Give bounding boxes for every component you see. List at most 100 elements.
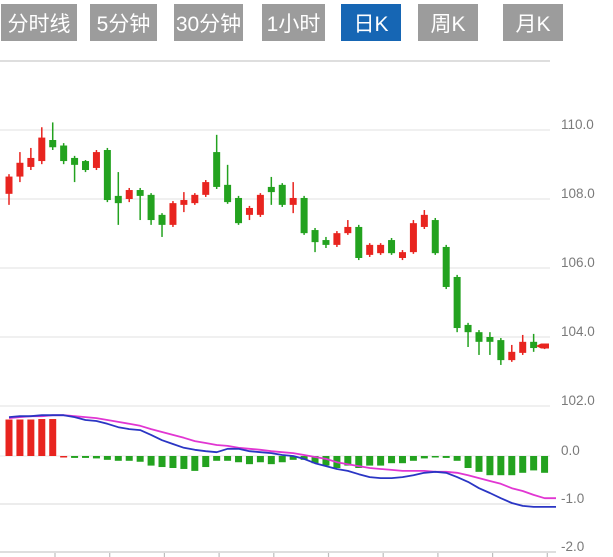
candle [519, 334, 527, 355]
tab-label: 1小时 [266, 12, 321, 36]
macd-bar [82, 456, 90, 458]
macd-bar [420, 456, 428, 459]
candle [256, 193, 264, 217]
candle [355, 224, 363, 261]
candle [322, 236, 330, 248]
price-axis-label: 108.0 [561, 186, 595, 201]
macd-bar [103, 456, 111, 460]
candle [530, 333, 538, 352]
macd-bar [311, 456, 319, 464]
candle [27, 147, 35, 171]
macd-bar [475, 456, 483, 472]
candle [464, 322, 472, 348]
macd-bar [114, 456, 122, 461]
candle [486, 332, 494, 355]
tab-label: 5分钟 [96, 12, 151, 36]
tab-30min[interactable]: 30分钟 [174, 4, 243, 41]
macd-bar [158, 456, 166, 468]
price-axis-label: 110.0 [561, 117, 594, 132]
tab-1hour[interactable]: 1小时 [262, 4, 325, 41]
tab-daily-k[interactable]: 日K [341, 4, 401, 41]
candle [388, 237, 396, 255]
tab-label: 月K [515, 12, 551, 36]
candle [366, 243, 374, 257]
macd-bar [366, 456, 374, 466]
macd-bar [486, 456, 494, 476]
candle [92, 150, 100, 171]
candle [377, 243, 385, 255]
candle [147, 193, 155, 225]
last-price-marker [536, 343, 549, 349]
candle [82, 160, 90, 173]
candle [180, 192, 188, 213]
candle [245, 205, 253, 221]
candle [508, 344, 516, 362]
macd-bar [322, 456, 330, 466]
candle [158, 213, 166, 237]
macd-axis-label: -1.0 [561, 491, 584, 506]
candle [311, 227, 319, 253]
macd-bar [431, 456, 439, 458]
macd-bar [136, 456, 144, 462]
candle [453, 274, 461, 333]
macd-bar [49, 419, 57, 456]
macd-bar [60, 456, 68, 458]
macd-histogram [5, 419, 549, 476]
candle [409, 220, 417, 254]
candle [103, 147, 111, 203]
candle [475, 330, 483, 355]
candle [267, 176, 275, 205]
tab-weekly-k[interactable]: 周K [418, 4, 478, 41]
macd-bar [92, 456, 100, 459]
macd-bar [38, 419, 46, 456]
candle [114, 172, 122, 225]
candle [71, 155, 79, 183]
macd-bar [16, 419, 24, 456]
candle [38, 127, 46, 165]
macd-bar [300, 456, 308, 460]
macd-bar [267, 456, 275, 465]
tab-monthly-k[interactable]: 月K [503, 4, 563, 41]
macd-bar [213, 456, 221, 461]
macd-bar [27, 419, 35, 456]
candles-group [5, 122, 549, 365]
tab-timeline[interactable]: 分时线 [1, 4, 77, 41]
candle [49, 122, 57, 151]
candle [333, 231, 341, 247]
macd-bar [530, 456, 538, 471]
macd-bar [355, 456, 363, 468]
candle [442, 244, 450, 290]
tab-5min[interactable]: 5分钟 [90, 4, 157, 41]
x-axis-ticks [54, 553, 548, 557]
macd-bar [398, 456, 406, 464]
candle [289, 182, 297, 214]
candle [300, 195, 308, 235]
candle [235, 195, 243, 225]
macd-bar [278, 456, 286, 463]
macd-bar [388, 456, 396, 464]
candle [191, 193, 199, 205]
tab-label: 日K [353, 12, 389, 36]
macd-bar [71, 456, 79, 458]
macd-bar [245, 456, 253, 465]
macd-bar [464, 456, 472, 468]
macd-bar [508, 456, 516, 476]
candle [224, 164, 232, 204]
period-tabbar: 分时线 5分钟 30分钟 1小时 日K 周K 月K [0, 4, 613, 41]
macd-bar [180, 456, 188, 469]
candle [344, 220, 352, 235]
tab-label: 分时线 [7, 12, 71, 36]
price-gridlines: 110.0 108.0 106.0 104.0 102.0 [0, 60, 595, 408]
macd-bar [256, 456, 264, 463]
dea-line [8, 414, 556, 500]
candle [169, 201, 177, 227]
macd-bar [125, 456, 133, 461]
macd-bar [541, 456, 549, 473]
price-axis-label: 102.0 [561, 393, 595, 408]
macd-bar [442, 456, 450, 458]
macd-bar [519, 456, 527, 473]
macd-gridlines: 0.0 -1.0 -2.0 [0, 443, 584, 554]
candle [60, 143, 68, 165]
macd-bar [453, 456, 461, 461]
